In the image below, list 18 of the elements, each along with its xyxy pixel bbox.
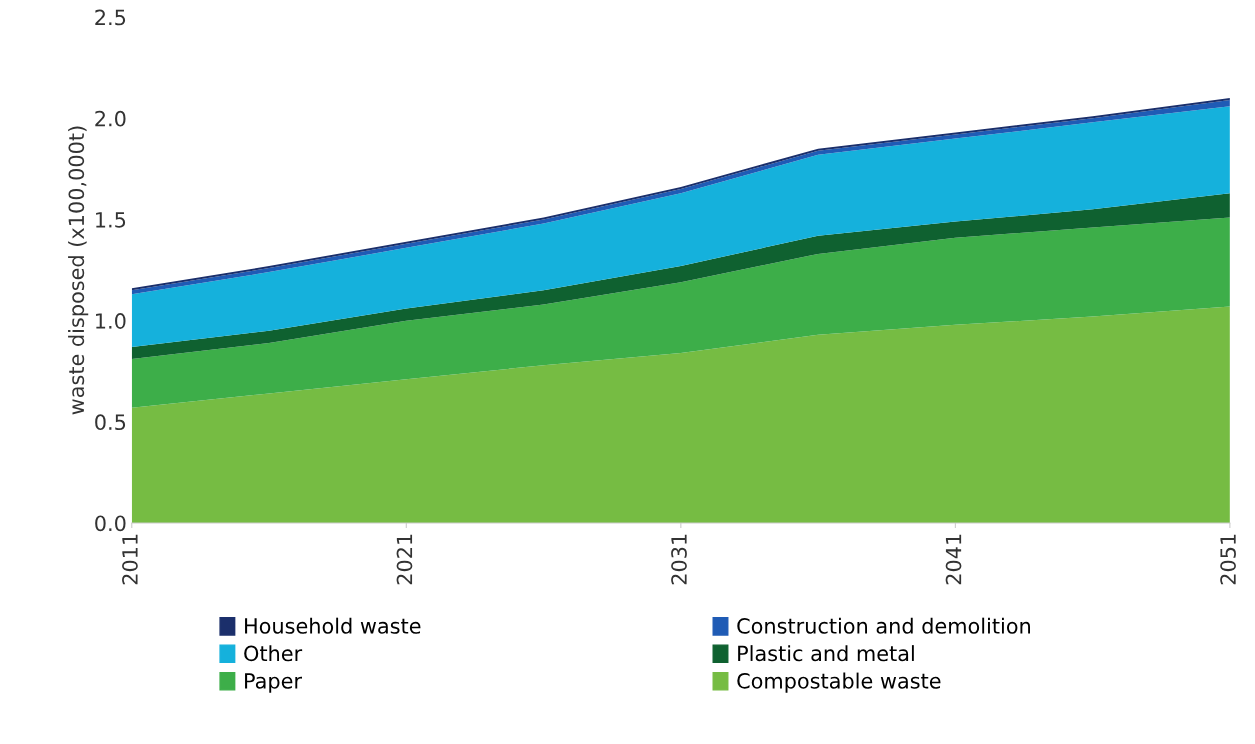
legend-label: Paper: [245, 673, 303, 693]
y-tick-label: 0.5: [95, 414, 126, 431]
legend-label: Construction and demolition: [737, 617, 1030, 634]
legend-label: Plastic and metal: [738, 645, 914, 662]
y-tick-label: 1.0: [96, 313, 126, 329]
y-tick-label: 2.0: [95, 110, 126, 127]
y-axis-title: waste disposed (x100,000t): [68, 126, 89, 415]
legend-label: Compostable waste: [737, 672, 941, 693]
legend-label: Other: [244, 645, 303, 662]
y-tick-label: 0.0: [95, 515, 126, 532]
y-tick-label: 2.5: [95, 9, 126, 26]
x-tick-label: 2011: [122, 534, 138, 585]
x-tick-label: 2041: [945, 534, 962, 585]
y-tick-label: 1.5: [96, 212, 126, 228]
x-tick-label: 2051: [1220, 534, 1236, 585]
x-tick-label: 2021: [396, 534, 413, 585]
x-tick-label: 2031: [671, 534, 687, 585]
legend-label: Household waste: [245, 617, 421, 634]
